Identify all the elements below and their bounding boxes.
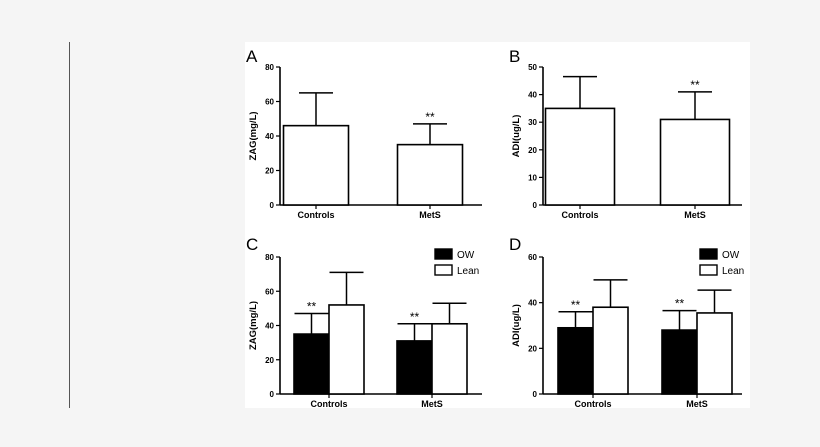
panel-a-y-tick-label: 0 [270, 201, 275, 210]
panel-c-controls-lean-bar [328, 304, 365, 395]
panel-c-legend-label-lean: Lean [457, 266, 479, 277]
panel-c-y-tick-label: 40 [265, 322, 274, 331]
page-divider-line [69, 42, 70, 408]
four-panel-bar-chart: A ZAG(mg/L) 0 20 40 60 80 Controls MetS ** B ADI(ug… [246, 47, 744, 408]
panel-d-category-label: Controls [575, 399, 612, 408]
panel-d-legend-swatch-lean [699, 264, 718, 276]
panel-d-controls-ow-significance-label: ** [571, 298, 581, 312]
panel-b-y-tick-label: 50 [528, 63, 537, 72]
panel-d-mets-ow-significance-label: ** [675, 297, 685, 311]
panel-b-category-label: Controls [562, 210, 599, 220]
panel-a-letter: A [246, 47, 258, 66]
panel-a-mets-bar [396, 143, 464, 206]
panel-c-y-tick-label: 0 [270, 390, 275, 399]
panel-d-category-label: MetS [686, 399, 708, 408]
panel-a-y-tick-label: 20 [265, 167, 274, 176]
figure-panel: A ZAG(mg/L) 0 20 40 60 80 Controls MetS ** B ADI(ug… [245, 42, 750, 408]
panel-a-category-label: Controls [298, 210, 335, 220]
panel-c-y-tick-label: 60 [265, 287, 274, 296]
panel-b-y-tick-label: 0 [533, 201, 538, 210]
panel-b-y-tick-label: 40 [528, 91, 537, 100]
panel-c-y-tick-label: 80 [265, 253, 274, 262]
panel-c-y-tick-label: 20 [265, 356, 274, 365]
panel-a-y-tick-label: 60 [265, 98, 274, 107]
panel-c-letter: C [246, 235, 258, 254]
panel-b-category-label: MetS [684, 210, 706, 220]
panel-d-mets-ow-bar [661, 329, 698, 395]
panel-c-legend-swatch-lean [434, 264, 453, 276]
panel-b-mets-significance-label: ** [690, 78, 700, 92]
panel-a-mets-significance-label: ** [425, 110, 435, 124]
panel-d-y-tick-label: 0 [533, 390, 538, 399]
panel-d-legend-label-ow: OW [722, 250, 740, 261]
panel-b-y-axis-label: ADI(ug/L) [511, 115, 522, 158]
panel-d-controls-ow-bar [557, 326, 594, 395]
panel-c-legend-label-ow: OW [457, 250, 475, 261]
panel-b-mets-bar [659, 118, 731, 206]
panel-c-category-label: Controls [311, 399, 348, 408]
panel-c-mets-lean-bar [431, 322, 468, 395]
panel-a-y-axis-label: ZAG(mg/L) [248, 111, 259, 160]
panel-c-y-axis-label: ZAG(mg/L) [248, 301, 259, 350]
panel-a-category-label: MetS [419, 210, 441, 220]
panel-d-y-tick-label: 40 [528, 299, 537, 308]
panel-c-category-label: MetS [421, 399, 443, 408]
panel-d-legend-label-lean: Lean [722, 266, 744, 277]
panel-d-y-tick-label: 60 [528, 253, 537, 262]
panel-c-mets-ow-bar [396, 340, 433, 395]
panel-b-y-tick-label: 10 [528, 173, 537, 182]
panel-d-y-tick-label: 20 [528, 344, 537, 353]
panel-c-legend-swatch-ow [434, 248, 453, 260]
panel-a-y-tick-label: 40 [265, 132, 274, 141]
panel-b-y-tick-label: 30 [528, 118, 537, 127]
panel-c-controls-ow-bar [293, 333, 330, 395]
panel-d-controls-lean-bar [592, 306, 629, 395]
panel-c-controls-ow-significance-label: ** [307, 300, 317, 314]
panel-d-legend-swatch-ow [699, 248, 718, 260]
panel-a-y-tick-label: 80 [265, 63, 274, 72]
panel-b-letter: B [509, 47, 520, 66]
panel-b-y-tick-label: 20 [528, 146, 537, 155]
panel-c-mets-ow-significance-label: ** [410, 310, 420, 324]
panel-d-letter: D [509, 235, 521, 254]
panel-b-controls-bar [544, 107, 616, 206]
panel-a-controls-bar [282, 124, 350, 206]
panel-d-mets-lean-bar [696, 312, 733, 395]
panel-d-y-axis-label: ADI(ug/L) [511, 304, 522, 347]
